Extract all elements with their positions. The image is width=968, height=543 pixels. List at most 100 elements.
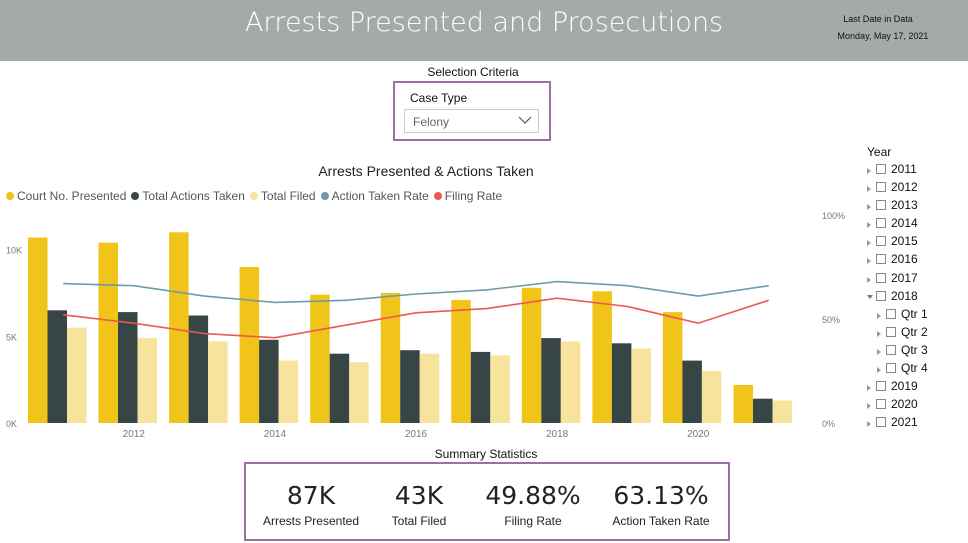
year-slicer-label: Qtr 1 (901, 306, 928, 321)
year-slicer: 2011 2012 2013 2014 2015 2016 2017 2018 Qtr 1 Qtr… (866, 162, 966, 433)
legend-item[interactable]: Action Taken Rate (320, 189, 429, 203)
y-tick-label: 5K (6, 332, 17, 342)
kpi-label: Action Taken Rate (612, 514, 710, 528)
legend-item[interactable]: Total Filed (249, 189, 316, 203)
year-slicer-label: 2019 (891, 379, 918, 394)
summary-title: Summary Statistics (434, 447, 538, 461)
checkbox[interactable] (876, 399, 886, 410)
checkbox[interactable] (876, 236, 886, 247)
arrests-chart: 0K 5K 10K 0% 50% 100% 2012 2014 2016 2018 2020 (6, 211, 845, 440)
bar (208, 341, 228, 423)
year-slicer-label: 2014 (891, 216, 918, 231)
last-date-value: Monday, May 17, 2021 (837, 31, 929, 41)
checkbox[interactable] (876, 254, 886, 265)
bar (682, 360, 702, 423)
year-slicer-item[interactable]: 2018 (866, 289, 966, 307)
caret-right-icon[interactable] (867, 204, 871, 211)
year-slicer-quarter[interactable]: Qtr 2 (866, 325, 966, 343)
year-slicer-quarter[interactable]: Qtr 4 (866, 361, 966, 379)
year-slicer-item[interactable]: 2011 (866, 162, 966, 180)
caret-right-icon[interactable] (867, 258, 871, 265)
checkbox[interactable] (876, 218, 886, 229)
bar (560, 341, 581, 423)
checkbox[interactable] (876, 417, 886, 428)
caret-right-icon[interactable] (877, 330, 881, 337)
series-line (63, 280, 769, 304)
year-slicer-label: 2017 (891, 270, 918, 285)
x-tick-label: 2012 (123, 429, 146, 440)
caret-right-icon[interactable] (867, 186, 871, 193)
year-slicer-item[interactable]: 2014 (866, 216, 966, 234)
year-slicer-item[interactable]: 2012 (866, 180, 966, 198)
legend-marker (433, 192, 442, 200)
year-slicer-label: Qtr 3 (901, 342, 928, 357)
year-slicer-item[interactable]: 2013 (866, 198, 966, 216)
year-slicer-item[interactable]: 2017 (866, 271, 966, 289)
caret-right-icon[interactable] (877, 367, 881, 374)
header-bar: Arrests Presented and Prosecutions Last … (0, 0, 968, 61)
y-tick-label: 10K (6, 246, 22, 256)
legend-item[interactable]: Filing Rate (433, 189, 502, 203)
bar (701, 371, 722, 423)
year-slicer-item[interactable]: 2019 (866, 379, 966, 397)
caret-right-icon[interactable] (867, 168, 871, 174)
bar (349, 362, 369, 423)
checkbox[interactable] (876, 182, 886, 193)
legend-item[interactable]: Court No. Presented (6, 189, 126, 203)
checkbox[interactable] (886, 363, 896, 374)
kpi-card: 63.13% Action Taken Rate (598, 464, 724, 528)
case-type-dropdown[interactable]: Felony (404, 109, 539, 133)
legend-item[interactable]: Total Actions Taken (131, 189, 245, 203)
caret-down-icon[interactable] (867, 294, 873, 299)
bar (380, 293, 401, 423)
checkbox[interactable] (876, 381, 886, 392)
year-slicer-item[interactable]: 2016 (866, 252, 966, 270)
page-title: Arrests Presented and Prosecutions (244, 7, 724, 38)
checkbox[interactable] (886, 326, 896, 337)
bar (98, 242, 118, 423)
caret-right-icon[interactable] (867, 403, 871, 410)
bar (278, 360, 299, 423)
bar (259, 339, 279, 423)
checkbox[interactable] (876, 290, 886, 301)
bar (239, 267, 260, 423)
bar (772, 400, 792, 423)
legend-label: Total Actions Taken (142, 189, 245, 203)
year-slicer-label: 2012 (891, 180, 918, 195)
year-slicer-quarter[interactable]: Qtr 1 (866, 307, 966, 325)
kpi-label: Filing Rate (504, 514, 562, 528)
y2-tick-label: 100% (822, 211, 845, 221)
caret-right-icon[interactable] (867, 421, 871, 428)
case-type-label: Case Type (410, 91, 468, 105)
bar (451, 299, 471, 423)
year-slicer-item[interactable]: 2021 (866, 415, 966, 433)
caret-right-icon[interactable] (867, 385, 871, 392)
bar (329, 353, 350, 423)
bar (521, 287, 542, 423)
year-slicer-quarter[interactable]: Qtr 3 (866, 343, 966, 361)
caret-right-icon[interactable] (867, 222, 871, 229)
year-slicer-label: 2018 (891, 288, 918, 303)
legend-marker (320, 192, 329, 200)
bar (47, 310, 67, 423)
legend-label: Total Filed (260, 189, 316, 203)
year-slicer-label: 2015 (891, 234, 918, 249)
caret-right-icon[interactable] (867, 240, 871, 247)
year-slicer-label: 2016 (891, 252, 918, 267)
bar (169, 232, 189, 423)
y2-tick-label: 50% (822, 315, 840, 325)
checkbox[interactable] (886, 308, 896, 319)
year-slicer-label: 2011 (891, 162, 917, 176)
checkbox[interactable] (886, 344, 896, 355)
x-tick-label: 2018 (546, 429, 569, 440)
year-slicer-item[interactable]: 2015 (866, 234, 966, 252)
checkbox[interactable] (876, 200, 886, 211)
caret-right-icon[interactable] (877, 348, 881, 355)
legend-label: Court No. Presented (17, 189, 127, 203)
caret-right-icon[interactable] (867, 276, 871, 283)
checkbox[interactable] (876, 272, 886, 283)
case-type-value: Felony (413, 115, 450, 129)
caret-right-icon[interactable] (877, 312, 881, 319)
checkbox[interactable] (876, 164, 886, 174)
year-slicer-item[interactable]: 2020 (866, 397, 966, 415)
